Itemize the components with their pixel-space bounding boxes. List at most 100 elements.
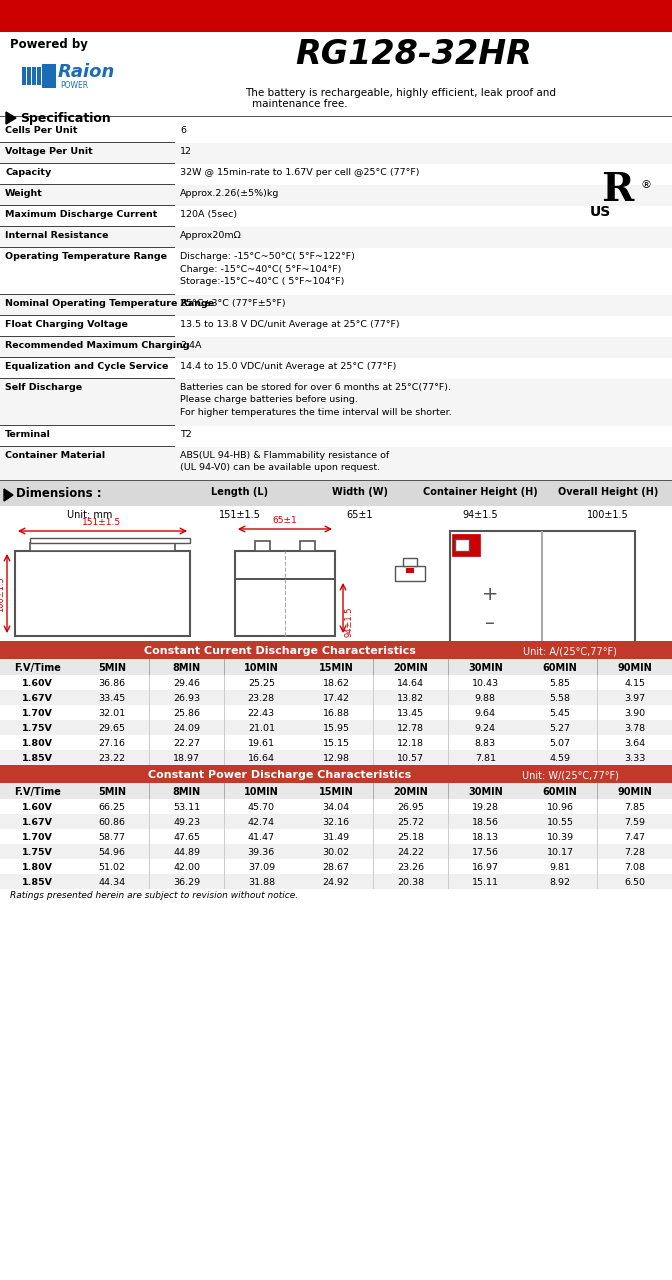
Bar bbox=[0, 750, 672, 765]
Text: 31.49: 31.49 bbox=[323, 833, 349, 842]
Text: Powered by: Powered by bbox=[10, 38, 88, 51]
Bar bbox=[42, 64, 56, 88]
Bar bbox=[450, 531, 635, 655]
Bar bbox=[0, 874, 672, 890]
Text: 90MIN: 90MIN bbox=[618, 787, 652, 797]
Text: 3.78: 3.78 bbox=[624, 724, 645, 733]
Text: Container Height (H): Container Height (H) bbox=[423, 486, 538, 497]
Text: Width (W): Width (W) bbox=[332, 486, 388, 497]
Text: 13.5 to 13.8 V DC/unit Average at 25°C (77°F): 13.5 to 13.8 V DC/unit Average at 25°C (… bbox=[180, 320, 400, 329]
Text: F.V/Time: F.V/Time bbox=[14, 787, 60, 797]
Text: 17.42: 17.42 bbox=[323, 694, 349, 703]
Text: Self Discharge: Self Discharge bbox=[5, 383, 82, 392]
Text: 13.82: 13.82 bbox=[397, 694, 424, 703]
Bar bbox=[0, 799, 672, 814]
Bar bbox=[0, 735, 672, 750]
Text: 19.61: 19.61 bbox=[248, 739, 275, 748]
Text: The battery is rechargeable, highly efficient, leak proof and: The battery is rechargeable, highly effi… bbox=[245, 88, 556, 99]
Text: 45.70: 45.70 bbox=[248, 803, 275, 812]
Bar bbox=[403, 558, 417, 566]
Text: 42.00: 42.00 bbox=[173, 863, 200, 872]
Text: 10.55: 10.55 bbox=[546, 818, 573, 827]
Bar bbox=[0, 859, 672, 874]
Text: 25.18: 25.18 bbox=[397, 833, 424, 842]
Polygon shape bbox=[4, 489, 13, 500]
Text: 6: 6 bbox=[180, 125, 186, 134]
Text: 94±1.5: 94±1.5 bbox=[345, 607, 354, 637]
Text: 1.80V: 1.80V bbox=[22, 863, 53, 872]
Text: 12.78: 12.78 bbox=[397, 724, 424, 733]
Bar bbox=[255, 541, 270, 550]
Text: 60MIN: 60MIN bbox=[542, 663, 577, 673]
Text: 36.29: 36.29 bbox=[173, 878, 200, 887]
Bar bbox=[0, 206, 672, 227]
Text: 12.98: 12.98 bbox=[323, 754, 349, 763]
Text: Please charge batteries before using.: Please charge batteries before using. bbox=[180, 396, 358, 404]
Text: 7.47: 7.47 bbox=[624, 833, 645, 842]
Text: 90MIN: 90MIN bbox=[618, 663, 652, 673]
Text: 21.01: 21.01 bbox=[248, 724, 275, 733]
Text: 51.02: 51.02 bbox=[99, 863, 126, 872]
Text: Constant Current Discharge Characteristics: Constant Current Discharge Characteristi… bbox=[144, 646, 416, 655]
Text: Constant Power Discharge Characteristics: Constant Power Discharge Characteristics bbox=[149, 771, 412, 780]
Bar bbox=[0, 143, 672, 164]
Text: maintenance free.: maintenance free. bbox=[252, 99, 347, 109]
Text: 18.97: 18.97 bbox=[173, 754, 200, 763]
Text: –: – bbox=[485, 614, 495, 634]
Text: 24.09: 24.09 bbox=[173, 724, 200, 733]
Text: 1.67V: 1.67V bbox=[22, 818, 53, 827]
Text: 3.90: 3.90 bbox=[624, 709, 645, 718]
Text: Ratings presented herein are subject to revision without notice.: Ratings presented herein are subject to … bbox=[10, 891, 298, 900]
Text: Capacity: Capacity bbox=[5, 168, 51, 177]
Text: 5.58: 5.58 bbox=[550, 694, 571, 703]
Text: 12.18: 12.18 bbox=[397, 739, 424, 748]
Text: 15.11: 15.11 bbox=[472, 878, 499, 887]
Bar bbox=[0, 783, 672, 799]
Bar bbox=[0, 426, 672, 447]
Bar bbox=[0, 814, 672, 829]
Text: 10.96: 10.96 bbox=[546, 803, 573, 812]
Text: 44.89: 44.89 bbox=[173, 847, 200, 858]
Text: Maximum Discharge Current: Maximum Discharge Current bbox=[5, 210, 157, 219]
Text: 44.34: 44.34 bbox=[98, 878, 126, 887]
Text: 37.09: 37.09 bbox=[248, 863, 275, 872]
Bar bbox=[0, 337, 672, 358]
Polygon shape bbox=[6, 111, 16, 124]
Text: Unit: mm: Unit: mm bbox=[67, 509, 113, 520]
Text: 18.56: 18.56 bbox=[472, 818, 499, 827]
Text: 151±1.5: 151±1.5 bbox=[83, 518, 122, 527]
Bar bbox=[0, 379, 672, 426]
Text: 10.39: 10.39 bbox=[546, 833, 574, 842]
Text: 26.93: 26.93 bbox=[173, 694, 200, 703]
Bar bbox=[300, 541, 315, 550]
Text: 16.88: 16.88 bbox=[323, 709, 349, 718]
Text: 10.43: 10.43 bbox=[472, 678, 499, 689]
Text: 3.64: 3.64 bbox=[624, 739, 645, 748]
Text: 27.16: 27.16 bbox=[99, 739, 126, 748]
Text: 58.77: 58.77 bbox=[99, 833, 126, 842]
Text: Raion: Raion bbox=[58, 63, 116, 81]
Text: 30.02: 30.02 bbox=[323, 847, 349, 858]
Text: Recommended Maximum Charging: Recommended Maximum Charging bbox=[5, 340, 190, 349]
Text: 32W @ 15min-rate to 1.67V per cell @25°C (77°F): 32W @ 15min-rate to 1.67V per cell @25°C… bbox=[180, 168, 419, 177]
Text: T2: T2 bbox=[180, 430, 192, 439]
Text: Batteries can be stored for over 6 months at 25°C(77°F).: Batteries can be stored for over 6 month… bbox=[180, 383, 451, 392]
Bar bbox=[0, 844, 672, 859]
Bar bbox=[406, 568, 414, 573]
Text: 23.26: 23.26 bbox=[397, 863, 424, 872]
Text: 20MIN: 20MIN bbox=[393, 787, 428, 797]
Text: Nominal Operating Temperature Range: Nominal Operating Temperature Range bbox=[5, 300, 214, 308]
Text: 1.60V: 1.60V bbox=[22, 678, 53, 689]
Text: 18.62: 18.62 bbox=[323, 678, 349, 689]
Text: Container Material: Container Material bbox=[5, 451, 105, 460]
Text: 20MIN: 20MIN bbox=[393, 663, 428, 673]
Text: 9.24: 9.24 bbox=[475, 724, 496, 733]
Text: 3.33: 3.33 bbox=[624, 754, 645, 763]
Bar bbox=[0, 248, 672, 294]
Text: US: US bbox=[589, 205, 611, 219]
Text: 25°C±3°C (77°F±5°F): 25°C±3°C (77°F±5°F) bbox=[180, 300, 286, 308]
Text: For higher temperatures the time interval will be shorter.: For higher temperatures the time interva… bbox=[180, 408, 452, 417]
Text: 25.86: 25.86 bbox=[173, 709, 200, 718]
Text: Specification: Specification bbox=[20, 111, 111, 125]
Text: RG128-32HR: RG128-32HR bbox=[295, 38, 532, 72]
